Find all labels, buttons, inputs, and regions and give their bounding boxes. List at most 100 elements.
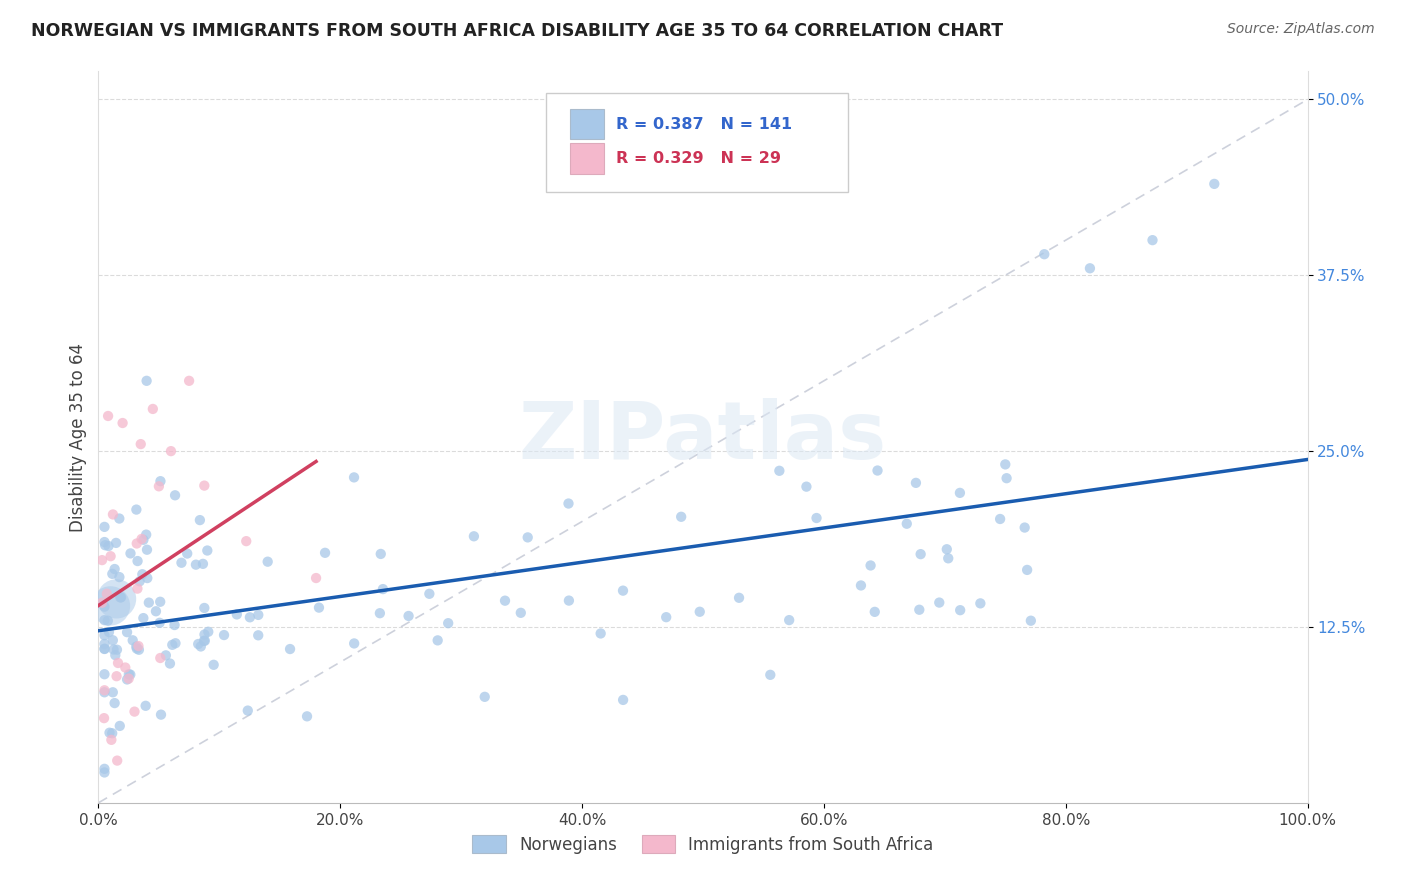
Text: R = 0.329   N = 29: R = 0.329 N = 29 — [616, 151, 780, 166]
Point — [935, 542, 957, 557]
Point — [949, 603, 972, 617]
Point — [896, 516, 918, 531]
Point — [132, 533, 155, 547]
Point — [190, 640, 212, 654]
Point — [120, 546, 142, 560]
Point — [170, 556, 193, 570]
Point — [509, 606, 531, 620]
Point — [93, 642, 115, 657]
Point — [193, 633, 215, 648]
Point — [197, 624, 219, 639]
Point — [1019, 614, 1042, 628]
Point — [105, 591, 128, 606]
Point — [93, 641, 115, 656]
Point — [111, 416, 134, 430]
Point — [142, 401, 165, 416]
Point — [149, 615, 172, 630]
Point — [343, 470, 366, 484]
Point — [125, 640, 148, 654]
Point — [202, 657, 225, 672]
Point — [136, 542, 159, 557]
Point — [93, 711, 115, 725]
Point — [612, 693, 634, 707]
Point — [176, 547, 198, 561]
Point — [101, 726, 124, 740]
Point — [105, 642, 128, 657]
Point — [108, 719, 131, 733]
Point — [93, 599, 115, 614]
Point — [93, 667, 115, 681]
Text: ZIPatlas: ZIPatlas — [519, 398, 887, 476]
Point — [669, 509, 692, 524]
Point — [162, 638, 184, 652]
Point — [557, 496, 579, 510]
Point — [115, 625, 138, 640]
Point — [98, 725, 121, 739]
Point — [193, 601, 215, 615]
Point — [995, 471, 1018, 485]
Point — [474, 690, 496, 704]
Y-axis label: Disability Age 35 to 64: Disability Age 35 to 64 — [69, 343, 87, 532]
Point — [103, 642, 125, 657]
Point — [193, 478, 215, 492]
Point — [558, 593, 581, 607]
Point — [93, 637, 115, 651]
Point — [105, 754, 128, 768]
Point — [120, 667, 142, 681]
Point — [184, 558, 207, 572]
Point — [101, 508, 124, 522]
Point — [118, 667, 141, 681]
Point — [295, 709, 318, 723]
Point — [179, 374, 201, 388]
Point — [93, 762, 115, 776]
Point — [191, 557, 214, 571]
Point — [314, 546, 336, 560]
Legend: Norwegians, Immigrants from South Africa: Norwegians, Immigrants from South Africa — [465, 829, 941, 860]
Point — [863, 605, 886, 619]
Point — [728, 591, 751, 605]
Point — [100, 549, 122, 564]
Point — [108, 511, 131, 525]
Point — [118, 672, 141, 686]
Point — [236, 704, 259, 718]
Point — [93, 628, 115, 642]
Point — [936, 551, 959, 566]
Point — [125, 536, 148, 550]
Point — [163, 618, 186, 632]
Point — [904, 475, 927, 490]
Point — [101, 685, 124, 699]
Point — [107, 656, 129, 670]
Text: NORWEGIAN VS IMMIGRANTS FROM SOUTH AFRICA DISABILITY AGE 35 TO 64 CORRELATION CH: NORWEGIAN VS IMMIGRANTS FROM SOUTH AFRIC… — [31, 22, 1002, 40]
Point — [494, 593, 516, 607]
Point — [160, 444, 183, 458]
Text: Source: ZipAtlas.com: Source: ZipAtlas.com — [1227, 22, 1375, 37]
Point — [128, 642, 150, 657]
Point — [101, 566, 124, 581]
Point — [689, 605, 711, 619]
Point — [165, 488, 187, 502]
Point — [149, 474, 172, 488]
Point — [91, 553, 114, 567]
Point — [110, 591, 132, 605]
Point — [150, 707, 173, 722]
Point — [371, 582, 394, 596]
Point — [859, 558, 882, 573]
Point — [145, 604, 167, 618]
Point — [149, 595, 172, 609]
Point — [159, 657, 181, 671]
Point — [994, 458, 1017, 472]
Point — [1014, 520, 1036, 534]
Point — [437, 616, 460, 631]
Point — [91, 596, 114, 610]
Point — [124, 705, 146, 719]
Point — [612, 583, 634, 598]
Point — [136, 571, 159, 585]
Point — [949, 486, 972, 500]
Point — [370, 547, 392, 561]
Point — [97, 614, 120, 628]
Point — [187, 637, 209, 651]
Point — [121, 633, 143, 648]
FancyBboxPatch shape — [546, 94, 848, 192]
Point — [94, 538, 117, 552]
Point — [988, 512, 1011, 526]
